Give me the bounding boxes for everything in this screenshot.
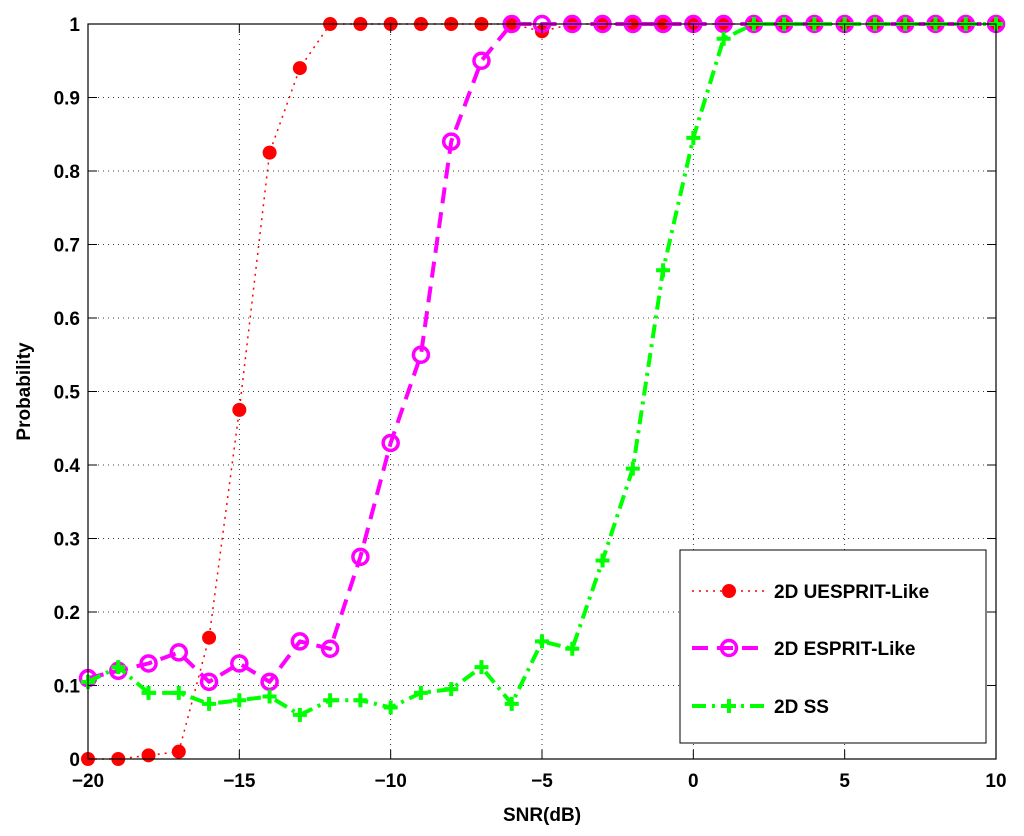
data-point [323,693,338,708]
data-point [139,654,158,673]
data-point [353,693,368,708]
data-point [595,553,610,568]
tick-marks [87,23,997,760]
data-point [656,263,671,278]
data-point [716,31,731,46]
x-axis-label: SNR(dB) [503,805,581,826]
data-point [625,461,640,476]
legend-entry: 2D SS [692,697,829,718]
data-point [169,643,189,662]
data-point [199,672,219,692]
data-point [202,630,217,645]
x-tick-label: 0 [688,771,699,792]
data-point [320,639,340,658]
y-tick-label: 0.1 [54,677,81,698]
legend-label: 2D SS [774,697,829,718]
data-point [472,51,491,70]
data-point [474,660,489,675]
y-tick-label: 0.3 [54,530,80,551]
data-point [260,672,279,692]
y-tick-label: 0.9 [54,89,80,110]
legend-label: 2D UESPRIT-Like [774,582,929,603]
y-tick-label: 0.6 [54,309,80,330]
data-point [232,693,247,708]
y-tick-label: 0.4 [54,456,81,477]
data-point [262,689,277,704]
data-point [141,748,156,763]
legend-entries: 2D UESPRIT-Like 2D ESPRIT-Like 2D SS [692,582,929,718]
data-point [722,584,736,598]
y-tick-label: 0.2 [54,603,80,624]
data-point [230,654,249,673]
data-point [413,685,428,700]
data-point [722,699,736,713]
y-tick-label: 0.8 [54,162,80,183]
data-point [232,402,247,417]
legend: 2D UESPRIT-Like 2D ESPRIT-Like 2D SS [679,549,987,744]
data-point [171,744,186,759]
x-tick-label: −20 [72,771,104,792]
legend-entry: 2D ESPRIT-Like [692,638,916,660]
x-tick-label: 5 [839,771,850,792]
y-tick-label: 1 [69,15,80,36]
y-tick-label: 0.5 [54,383,81,404]
data-point [686,130,701,145]
data-point [141,685,156,700]
data-point [381,433,400,453]
data-point [383,700,398,715]
x-tick-label: −5 [531,771,553,792]
x-tick-label: −15 [223,771,256,792]
x-tick-label: 10 [985,771,1006,792]
data-point [290,632,310,651]
data-point [111,660,126,675]
y-tick-label: 0.7 [54,236,80,257]
y-axis-label: Probability [14,342,35,441]
data-point [292,707,307,722]
data-point [565,641,580,656]
data-point [351,547,370,567]
data-point [719,638,739,658]
series-2d-ss [81,17,1003,722]
data-point [292,61,307,76]
legend-entry: 2D UESPRIT-Like [692,582,929,603]
tick-labels: −20 −15 −10 −5 0 5 10 0 0.1 0.2 0.3 0.4 0.5 0.6 0.7 0.8… [54,15,1007,792]
data-point [535,634,549,649]
data-point [262,145,277,160]
legend-label: 2D ESPRIT-Like [774,639,916,660]
y-tick-label: 0 [69,750,80,771]
data-point [444,682,459,697]
data-point [504,696,519,711]
data-point [411,345,431,364]
data-point [171,685,186,700]
data-point [202,696,217,711]
x-tick-label: −10 [375,771,407,792]
data-point [441,132,461,151]
